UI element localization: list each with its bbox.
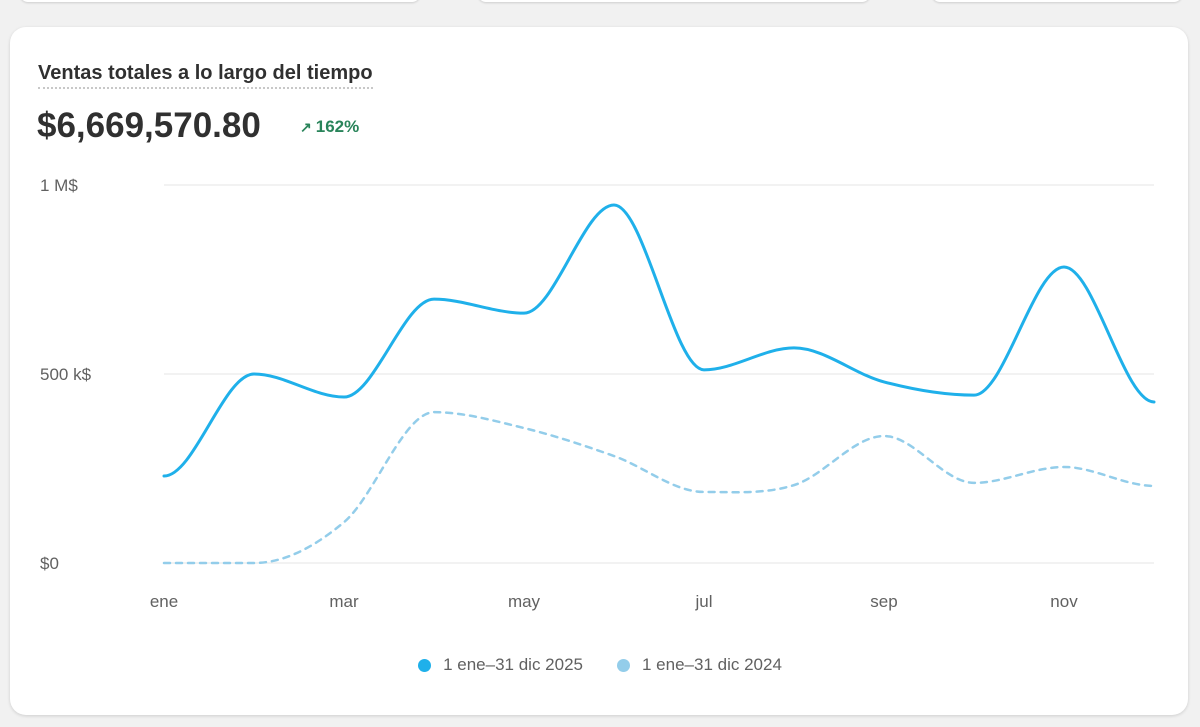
legend-item-2024[interactable]: 1 ene–31 dic 2024 [617, 655, 782, 675]
data-point-2024 [248, 557, 260, 569]
legend-dot-icon [617, 658, 630, 672]
data-point-2024 [518, 422, 530, 434]
x-tick-label: ene [150, 592, 178, 611]
y-tick-label: 1 M$ [40, 176, 78, 195]
y-tick-label: $0 [40, 554, 59, 573]
x-tick-label: may [508, 592, 541, 611]
data-point-2025 [878, 376, 890, 388]
data-point-2025 [428, 293, 440, 305]
legend-label: 1 ene–31 dic 2024 [642, 655, 782, 674]
legend-dot-icon [418, 658, 432, 672]
chart-legend: 1 ene–31 dic 2025 1 ene–31 dic 2024 [0, 655, 1200, 675]
sales-over-time-card [10, 27, 1188, 715]
data-point-2024 [698, 486, 710, 498]
growth-percent: 162% [315, 117, 360, 136]
total-sales-value: $6,669,570.80 [37, 106, 261, 145]
data-point-2025 [338, 391, 350, 403]
series-line-2025 [162, 203, 1156, 478]
growth-badge: ↗ 162% [300, 117, 359, 137]
data-point-2024 [788, 479, 800, 491]
data-point-2025 [518, 307, 530, 319]
data-point-2024 [608, 450, 620, 462]
x-tick-label: jul [694, 592, 712, 611]
legend-label: 1 ene–31 dic 2025 [443, 655, 583, 674]
series-line-2024 [162, 410, 1156, 565]
data-point-2025 [158, 470, 170, 482]
data-point-2024 [968, 477, 980, 489]
card-title[interactable]: Ventas totales a lo largo del tiempo [38, 62, 373, 89]
card-above-2 [478, 0, 870, 2]
card-above-3 [932, 0, 1182, 2]
data-point-2024 [1058, 461, 1070, 473]
data-point-2024 [1148, 480, 1160, 492]
data-point-2025 [788, 342, 800, 354]
x-tick-label: sep [870, 592, 897, 611]
data-point-2025 [1058, 261, 1070, 273]
arrow-up-right-icon: ↗ [300, 119, 312, 135]
y-tick-label: 500 k$ [40, 365, 92, 384]
data-point-2024 [878, 430, 890, 442]
data-point-2025 [1148, 396, 1160, 408]
legend-item-2025[interactable]: 1 ene–31 dic 2025 [418, 655, 583, 675]
x-tick-label: mar [329, 592, 359, 611]
data-point-2024 [158, 557, 170, 569]
data-point-2025 [608, 199, 620, 211]
x-tick-label: nov [1050, 592, 1078, 611]
data-point-2024 [428, 406, 440, 418]
data-point-2024 [338, 516, 350, 528]
data-point-2025 [698, 364, 710, 376]
card-above-1 [20, 0, 420, 2]
data-point-2025 [968, 389, 980, 401]
data-point-2025 [248, 368, 260, 380]
